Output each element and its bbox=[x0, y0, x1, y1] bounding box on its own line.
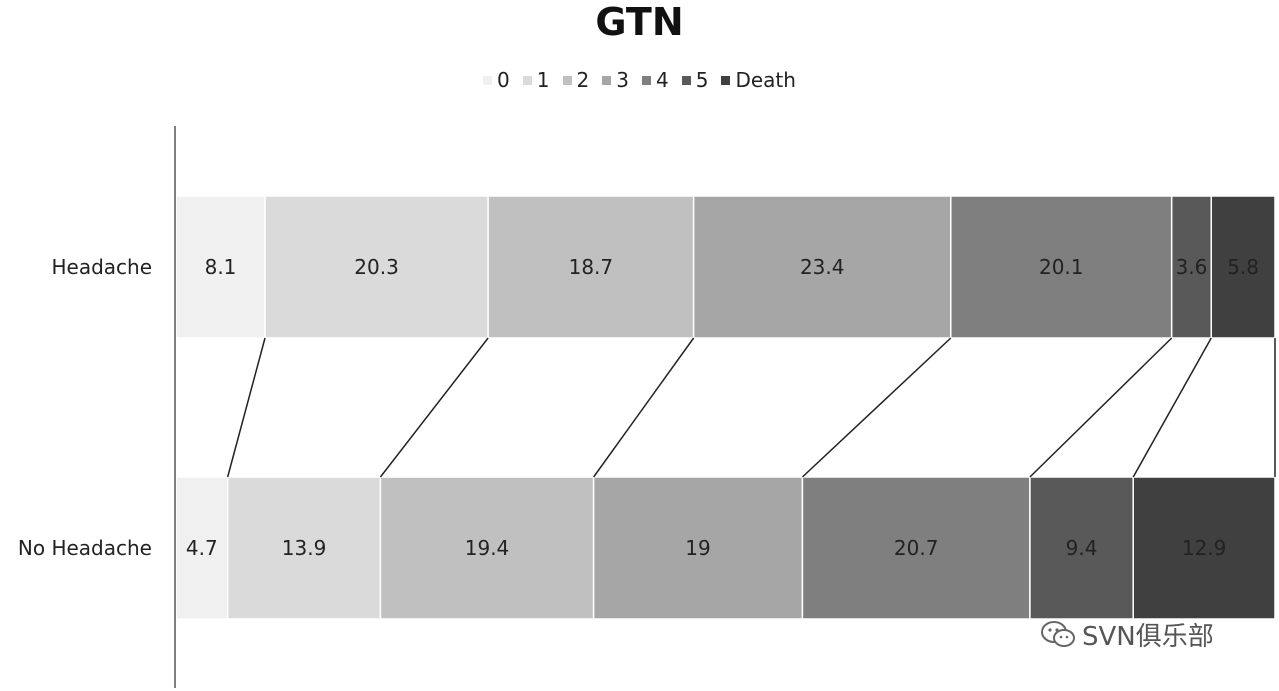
legend-item: 5 bbox=[681, 68, 709, 92]
legend-item: 1 bbox=[522, 68, 550, 92]
bar-segment bbox=[1210, 195, 1276, 339]
legend-item: 0 bbox=[483, 68, 510, 92]
chart-title: GTN bbox=[595, 0, 684, 44]
category-label: No Headache bbox=[18, 536, 152, 560]
connector-line bbox=[1132, 337, 1212, 478]
watermark-text: SVN俱乐部 bbox=[1082, 622, 1214, 652]
bar-segment bbox=[950, 195, 1173, 339]
data-label: 19 bbox=[685, 536, 710, 560]
data-label: 3.6 bbox=[1176, 255, 1208, 279]
legend-swatch bbox=[522, 75, 532, 85]
wechat-icon bbox=[1041, 620, 1075, 647]
legend-label: 1 bbox=[536, 68, 550, 92]
connector-line bbox=[593, 337, 695, 478]
legend-swatch bbox=[681, 75, 691, 85]
bar-segment bbox=[264, 195, 489, 339]
bar-segment bbox=[592, 476, 804, 620]
bar-segment bbox=[801, 476, 1031, 620]
legend-label: Death bbox=[735, 68, 796, 92]
legend-label: 5 bbox=[695, 68, 709, 92]
data-label: 8.1 bbox=[205, 255, 237, 279]
data-label: 12.9 bbox=[1182, 536, 1227, 560]
bar-segment bbox=[1029, 476, 1134, 620]
connector-line bbox=[379, 337, 489, 478]
legend-swatch bbox=[721, 75, 731, 85]
connector-line bbox=[226, 337, 266, 478]
legend-swatch bbox=[562, 75, 572, 85]
legend-item: Death bbox=[721, 68, 796, 92]
data-label: 13.9 bbox=[282, 536, 327, 560]
legend-label: 2 bbox=[576, 68, 590, 92]
data-label: 9.4 bbox=[1066, 536, 1098, 560]
legend-swatch bbox=[483, 75, 493, 85]
category-label: Headache bbox=[51, 255, 152, 279]
data-label: 5.8 bbox=[1227, 255, 1259, 279]
watermark: SVN俱乐部 bbox=[1040, 616, 1214, 653]
legend-label: 4 bbox=[655, 68, 669, 92]
legend-label: 3 bbox=[616, 68, 629, 92]
legend-item: 4 bbox=[641, 68, 669, 92]
data-label: 20.1 bbox=[1039, 255, 1084, 279]
data-label: 20.3 bbox=[354, 255, 399, 279]
legend-label: 0 bbox=[497, 68, 510, 92]
data-label: 20.7 bbox=[894, 536, 939, 560]
data-label: 18.7 bbox=[569, 255, 614, 279]
data-label: 4.7 bbox=[186, 536, 218, 560]
bar-segment bbox=[1170, 195, 1213, 339]
bar-segment bbox=[1132, 476, 1276, 620]
bar-segment bbox=[692, 195, 952, 339]
legend-swatch bbox=[641, 75, 651, 85]
connector-line bbox=[801, 337, 952, 478]
connector-line bbox=[1029, 337, 1173, 478]
legend-item: 2 bbox=[562, 68, 590, 92]
bar-segment bbox=[379, 476, 595, 620]
data-label: 19.4 bbox=[465, 536, 510, 560]
legend-swatch bbox=[602, 75, 612, 85]
data-label: 23.4 bbox=[800, 255, 845, 279]
bar-segment bbox=[226, 476, 382, 620]
chart-legend: 0 1 2 3 4 5 Death bbox=[0, 68, 1279, 92]
legend-item: 3 bbox=[602, 68, 629, 92]
